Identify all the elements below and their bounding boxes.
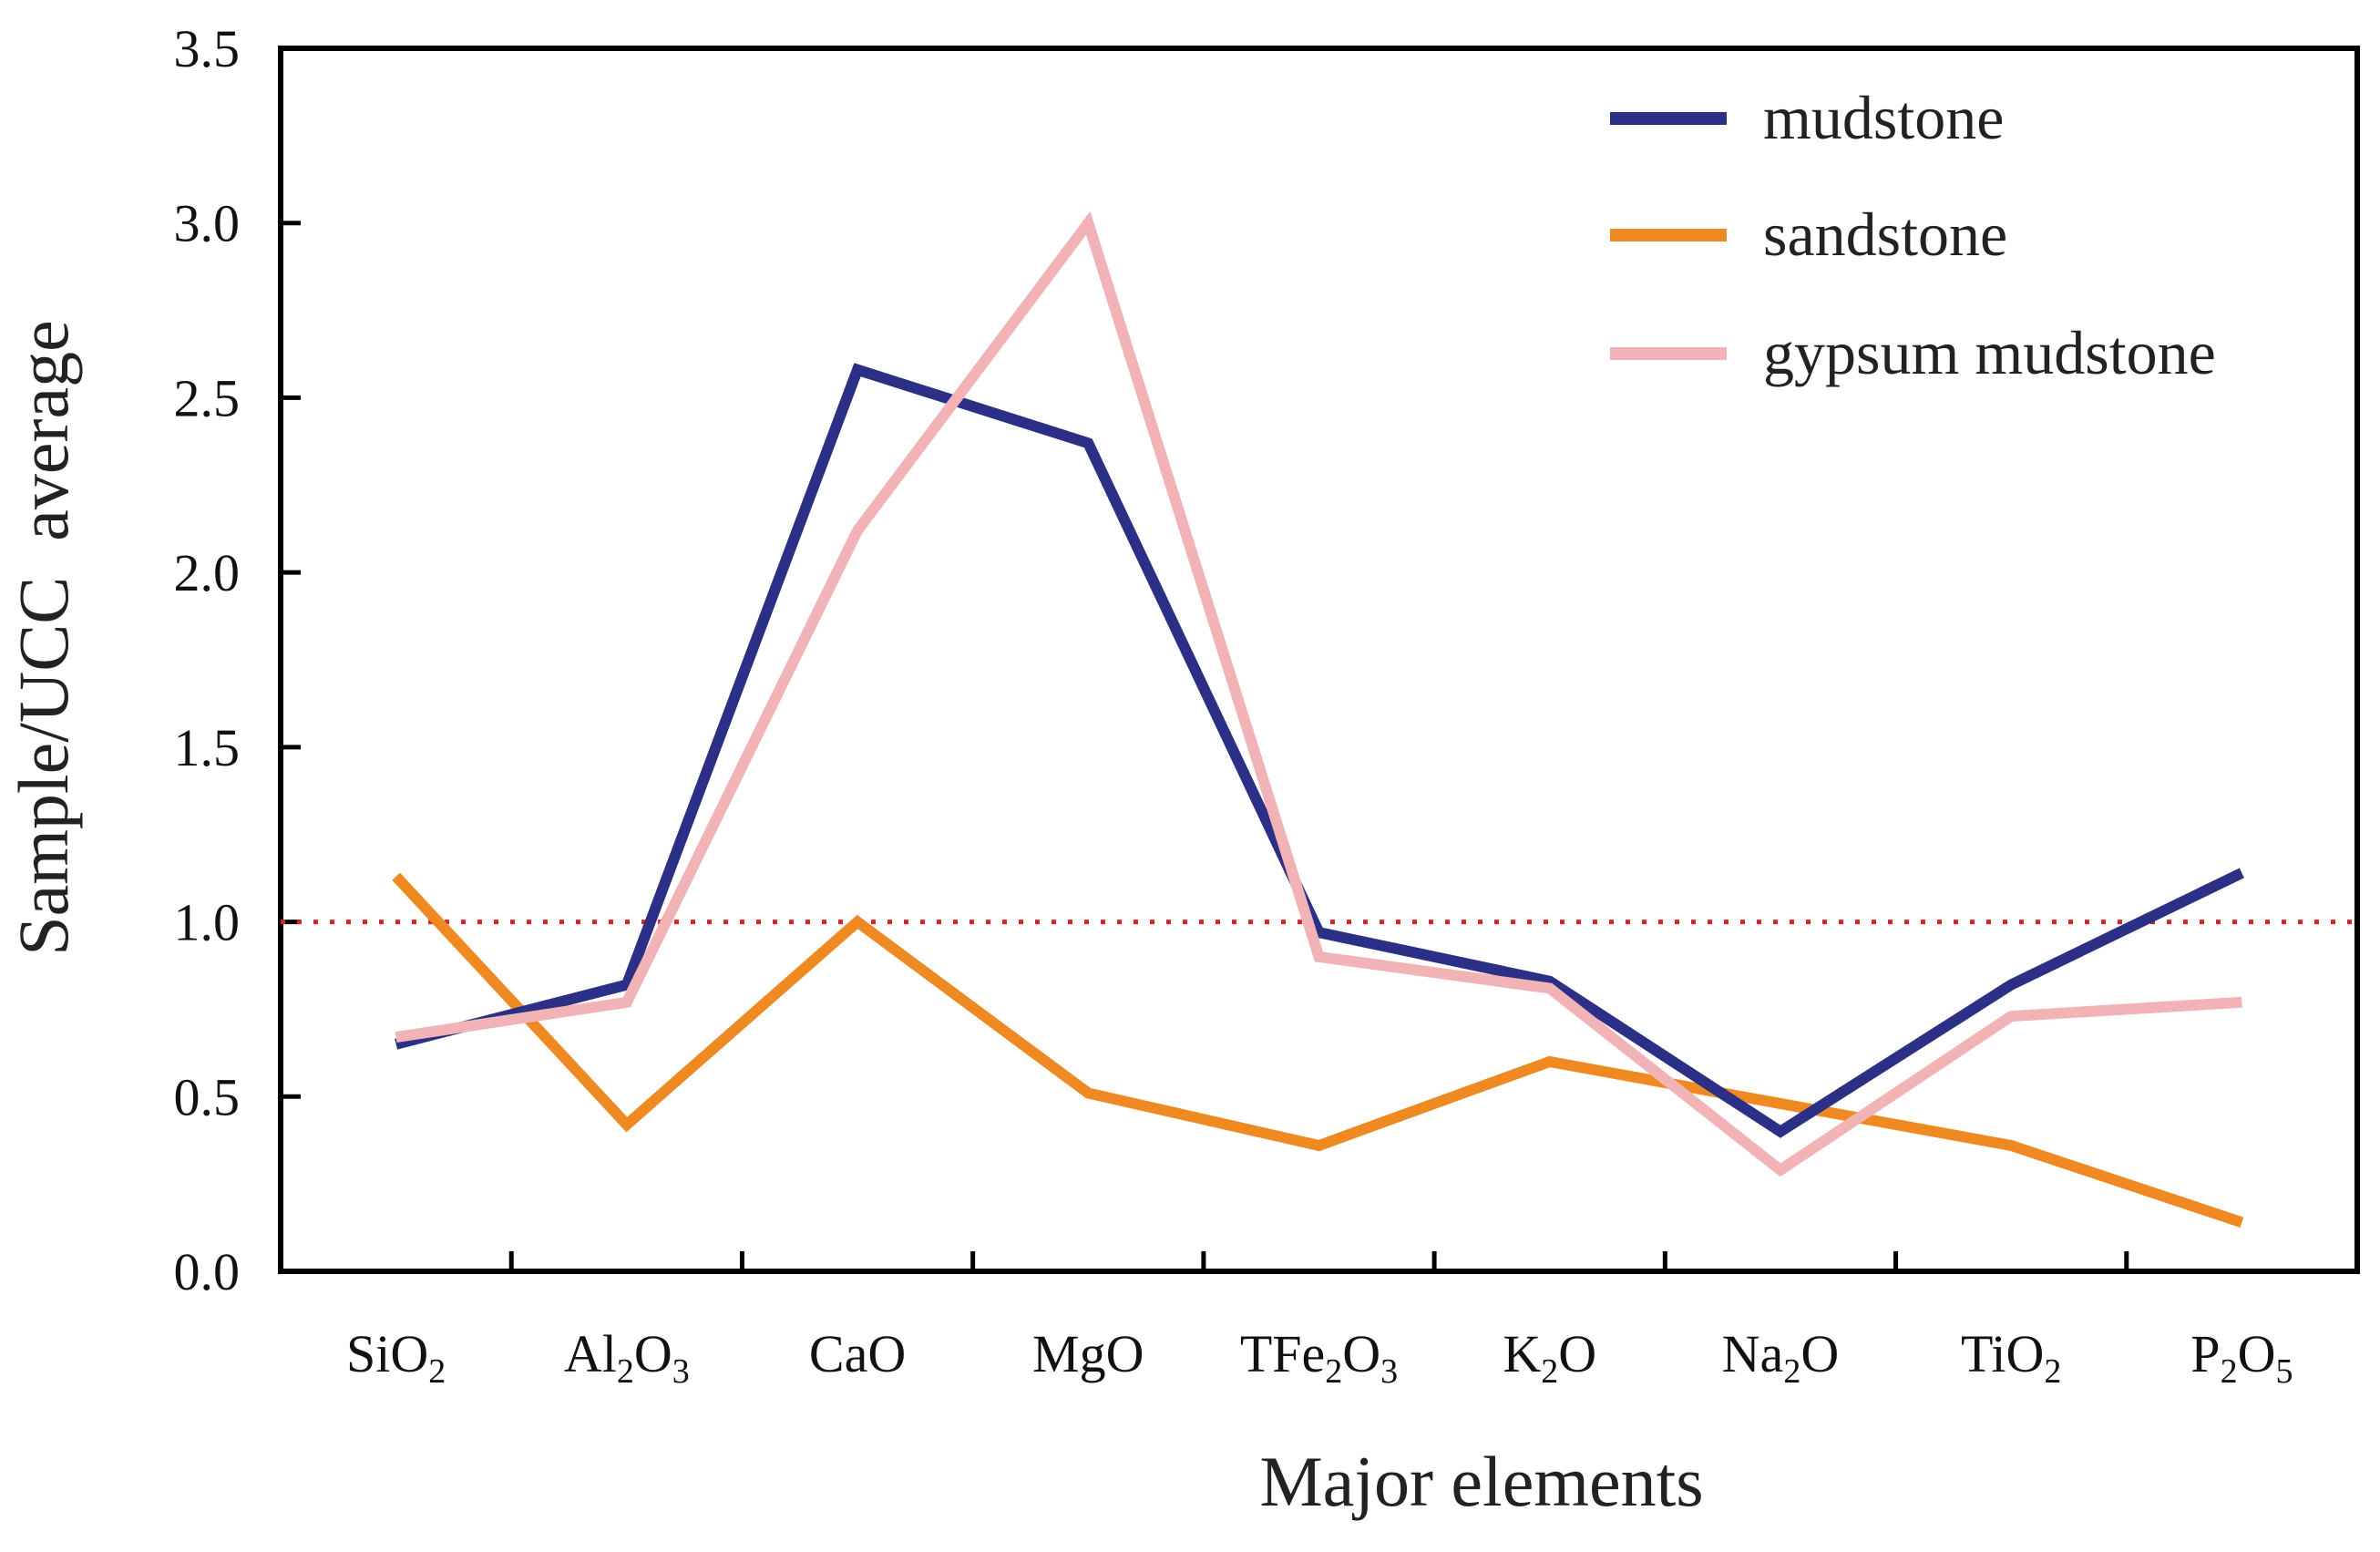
x-tick-label: MgO [1032, 1324, 1144, 1383]
x-tick-label: TiO2 [1961, 1324, 2061, 1391]
y-tick-label: 1.0 [174, 893, 241, 952]
y-tick-labels: 0.0 0.5 1.0 1.5 2.0 2.5 3.0 3.5 [174, 19, 241, 1301]
y-tick-label: 3.5 [174, 19, 241, 78]
y-tick-label: 2.5 [174, 368, 241, 427]
x-axis-title: Major elements [1259, 1442, 1703, 1521]
legend-label: sandstone [1763, 200, 2007, 269]
y-tick-label: 2.0 [174, 543, 241, 602]
x-tick-label: P2O5 [2190, 1324, 2293, 1391]
legend-label: mudstone [1763, 83, 2004, 152]
y-tick-label: 3.0 [174, 194, 241, 253]
x-tick-label: CaO [809, 1324, 906, 1383]
x-tick-label: K2O [1503, 1324, 1596, 1391]
series-line-sandstone [392, 872, 2244, 1228]
series-group [392, 211, 2245, 1228]
series-line-mudstone [395, 363, 2245, 1138]
y-axis-title: Sample/UCC average [4, 320, 83, 955]
legend-label: gypsum mudstone [1763, 318, 2216, 387]
legend: mudstone sandstone gypsum mudstone [1610, 83, 2216, 387]
y-tick-label: 0.5 [174, 1067, 241, 1126]
y-tick-label: 0.0 [174, 1242, 241, 1301]
x-tick-labels: SiO2 Al2O3 CaO MgO TFe2O3 K2O Na2O TiO2 P2O5 [346, 1324, 2293, 1391]
series-line-gypsum-mudstone [395, 211, 2242, 1177]
axes [278, 46, 2360, 1274]
x-tick-label: Al2O3 [564, 1324, 690, 1391]
x-tick-label: SiO2 [346, 1324, 446, 1391]
y-tick-label: 1.5 [174, 718, 241, 777]
x-tick-label: TFe2O3 [1240, 1324, 1398, 1391]
x-tick-label: Na2O [1722, 1324, 1840, 1391]
plot-frame [278, 46, 2360, 1274]
